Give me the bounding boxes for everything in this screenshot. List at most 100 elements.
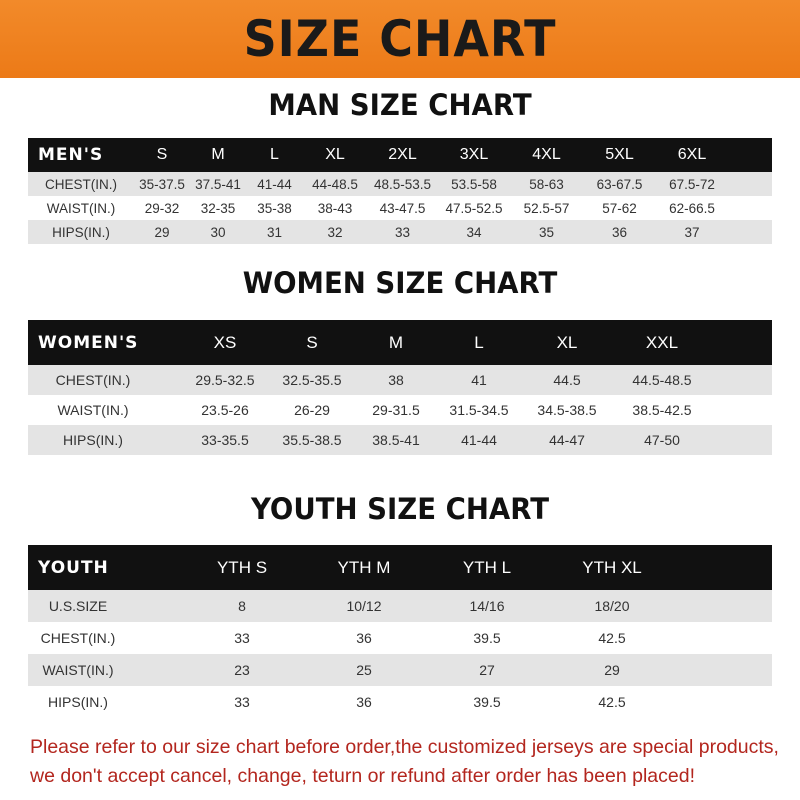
table-cell: 31.5-34.5	[449, 402, 509, 418]
row-label: HIPS(IN.)	[63, 432, 123, 448]
table-cell: 67.5-72	[669, 176, 715, 192]
table-cell: 38-43	[317, 200, 353, 216]
size-header: XL	[325, 146, 345, 163]
table-cell: 48.5-53.5	[373, 176, 432, 192]
table-cell: 42.5	[598, 630, 626, 646]
table-cell: 33	[234, 630, 250, 646]
table-cell: 36	[356, 630, 372, 646]
table-cell: 36	[356, 694, 372, 710]
table-cell: 34	[466, 224, 482, 240]
table-row: U.S.SIZE 8 10/12 14/16 18/20	[28, 590, 772, 622]
table-cell: 35	[538, 224, 555, 240]
table-row: WAIST(IN.) 23 25 27 29	[28, 654, 772, 686]
table-cell: 26-29	[294, 402, 330, 418]
size-header: L	[270, 146, 279, 163]
table-cell: 32	[327, 224, 343, 240]
table-row: HIPS(IN.) 33-35.5 35.5-38.5 38.5-41 41-44 44-…	[28, 425, 772, 455]
table-cell: 29-32	[144, 200, 180, 216]
table-cell: 36	[611, 224, 628, 240]
table-cell: 33	[394, 224, 411, 240]
row-label: WAIST(IN.)	[42, 662, 114, 678]
table-cell: 33-35.5	[201, 432, 249, 448]
size-header: 3XL	[459, 146, 489, 163]
size-header: YTH S	[216, 557, 268, 577]
table-cell: 34.5-38.5	[537, 402, 597, 418]
table-cell: 44.5-48.5	[632, 372, 692, 388]
table-cell: 57-62	[602, 200, 637, 216]
size-header: M	[211, 146, 225, 163]
table-row: CHEST(IN.) 29.5-32.5 32.5-35.5 38 41 44.5 44.5…	[28, 365, 772, 395]
row-label: CHEST(IN.)	[45, 176, 117, 192]
men-size-table: MEN'S S M L XL 2XL 3XL 4XL 5XL 6XL CHEST(IN.) 35-37…	[28, 138, 772, 244]
size-header: 2XL	[388, 146, 417, 163]
table-cell: 38.5-41	[372, 432, 420, 448]
table-cell: 29	[604, 662, 620, 678]
table-cell: 39.5	[473, 630, 501, 646]
table-cell: 37	[684, 224, 700, 240]
table-header-label: YOUTH	[38, 557, 109, 578]
table-cell: 29-31.5	[372, 402, 420, 418]
table-cell: 27	[479, 662, 495, 678]
table-cell: 38.5-42.5	[632, 402, 692, 418]
table-cell: 52.5-57	[523, 200, 570, 216]
size-header: XL	[556, 332, 578, 352]
table-cell: 47-50	[644, 432, 680, 448]
table-cell: 38	[388, 372, 404, 388]
size-header: S	[306, 332, 318, 352]
table-cell: 35-37.5	[139, 176, 185, 192]
table-cell: 31	[266, 224, 283, 240]
row-label: WAIST(IN.)	[46, 200, 116, 216]
table-cell: 25	[356, 662, 372, 678]
table-cell: 32.5-35.5	[282, 372, 342, 388]
table-row: WAIST(IN.) 23.5-26 26-29 29-31.5 31.5-34.5 34…	[28, 395, 772, 425]
table-cell: 30	[210, 224, 226, 240]
table-cell: 37.5-41	[195, 176, 241, 192]
size-header: XXL	[645, 332, 679, 352]
row-label: CHEST(IN.)	[40, 630, 116, 646]
note-line-1: Please refer to our size chart before or…	[30, 736, 779, 758]
size-header: XS	[213, 332, 237, 352]
table-cell: 41-44	[461, 432, 497, 448]
banner: SIZE CHART	[0, 0, 800, 78]
table-cell: 10/12	[346, 598, 382, 614]
table-cell: 35-38	[257, 200, 292, 216]
table-header-label: MEN'S	[38, 145, 104, 165]
table-cell: 39.5	[473, 694, 501, 710]
table-cell: 43-47.5	[379, 200, 426, 216]
table-cell: 44-48.5	[312, 176, 358, 192]
table-cell: 62-66.5	[669, 200, 715, 216]
table-cell: 44.5	[553, 372, 581, 388]
size-header: 4XL	[532, 146, 561, 163]
table-cell: 41-44	[257, 176, 292, 192]
size-header: 5XL	[605, 146, 634, 163]
table-cell: 18/20	[594, 598, 630, 614]
table-cell: 23.5-26	[201, 402, 249, 418]
table-cell: 33	[234, 694, 250, 710]
size-header: YTH M	[337, 557, 391, 577]
table-cell: 41	[471, 372, 487, 388]
table-cell: 47.5-52.5	[445, 200, 503, 216]
size-header: 6XL	[677, 146, 707, 163]
table-cell: 63-67.5	[596, 176, 643, 192]
size-header: S	[156, 146, 168, 163]
size-header: L	[474, 332, 484, 352]
note-line-2: we don't accept cancel, change, teturn o…	[30, 765, 695, 787]
table-header-row: MEN'S S M L XL 2XL 3XL 4XL 5XL 6XL	[28, 138, 772, 172]
size-header: M	[388, 332, 404, 352]
table-header-row: YOUTH YTH S YTH M YTH L YTH XL	[28, 545, 772, 590]
table-cell: 42.5	[598, 694, 626, 710]
banner-title: SIZE CHART	[243, 10, 557, 68]
table-row: HIPS(IN.) 29 30 31 32 33 34 35 36 37	[28, 220, 772, 244]
table-row: CHEST(IN.) 35-37.5 37.5-41 41-44 44-48.5 48.5…	[28, 172, 772, 196]
table-cell: 53.5-58	[451, 176, 497, 192]
disclaimer-note: Please refer to our size chart before or…	[30, 733, 790, 791]
row-label: CHEST(IN.)	[55, 372, 131, 388]
row-label: HIPS(IN.)	[52, 224, 110, 240]
table-cell: 58-63	[529, 176, 564, 192]
table-cell: 29	[154, 224, 170, 240]
women-size-table: WOMEN'S XS S M L XL XXL CHEST(IN.) 29.5-32.5 32.5…	[28, 320, 772, 455]
youth-title: YOUTH SIZE CHART	[250, 492, 550, 526]
table-cell: 35.5-38.5	[282, 432, 342, 448]
men-title: MAN SIZE CHART	[268, 88, 532, 122]
table-cell: 29.5-32.5	[195, 372, 255, 388]
